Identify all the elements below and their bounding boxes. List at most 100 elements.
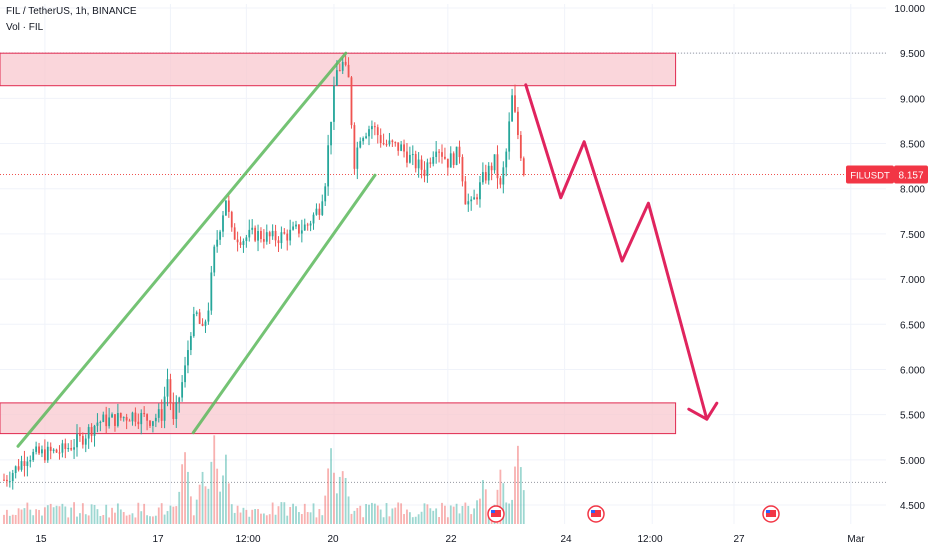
volume-bar: [274, 514, 277, 524]
price-axis[interactable]: 10.000 9.500 9.000 8.500 8.000 7.500 7.000 6.50…: [894, 4, 925, 512]
candle-body: [76, 434, 78, 448]
volume-bar: [198, 484, 201, 524]
candle-body: [449, 153, 452, 168]
volume-bar: [79, 513, 81, 524]
volume-bar: [277, 506, 280, 524]
zones: [0, 52, 677, 435]
ticker-label-bg: [846, 165, 894, 184]
volume-bar: [87, 515, 90, 524]
flag-icon[interactable]: [762, 505, 780, 523]
candle-body: [23, 461, 26, 467]
volume-bar: [333, 472, 335, 524]
volume-bar: [335, 493, 338, 524]
candle-body: [519, 135, 522, 159]
candle-body: [458, 146, 461, 158]
candle-body: [493, 154, 496, 171]
volume-bar: [225, 454, 227, 524]
volume-bar: [29, 509, 32, 524]
candle-body: [90, 427, 93, 436]
volume-bar: [251, 509, 254, 524]
volume-bar: [318, 509, 321, 524]
volume-bar: [201, 471, 204, 524]
volume-bar: [257, 509, 259, 524]
volume-bar: [17, 508, 20, 524]
volume-bar: [438, 517, 440, 524]
volume-bar: [67, 517, 70, 524]
volume-bar: [76, 516, 78, 524]
volume-bar: [283, 502, 286, 524]
volume-bar: [114, 512, 116, 524]
volume-bar: [84, 514, 87, 524]
candle-body: [368, 129, 370, 137]
candle-body: [353, 125, 356, 169]
candle-body: [166, 379, 169, 397]
projection-arrowhead: [687, 401, 719, 421]
volume-bar: [303, 503, 306, 524]
candle-body: [169, 379, 172, 403]
volume-bar: [178, 491, 181, 524]
candle-body: [219, 231, 221, 240]
candle-body: [149, 420, 151, 426]
candle-body: [46, 446, 49, 461]
volume-bar: [6, 509, 8, 524]
flag-icon[interactable]: [587, 505, 605, 523]
candle-body: [236, 239, 239, 243]
time-axis[interactable]: 15 17 12:00 20 22 24 12:00 27 Mar: [35, 534, 865, 545]
volume-bar: [32, 515, 35, 524]
volume-bar: [359, 505, 362, 524]
volume-bar: [172, 506, 175, 524]
candle-body: [146, 414, 148, 421]
candle-body: [312, 214, 315, 224]
candle-body: [175, 402, 178, 419]
flag-icon[interactable]: [487, 505, 505, 523]
volume-bar: [414, 516, 417, 524]
candle-body: [324, 186, 327, 202]
event-markers[interactable]: [487, 505, 780, 523]
volume-bar: [134, 517, 137, 524]
candle-body: [119, 413, 122, 418]
candle-body: [260, 231, 262, 240]
candle-body: [38, 446, 40, 454]
candle-body: [189, 336, 192, 351]
volume-bar: [116, 503, 119, 524]
volume-bar: [373, 503, 376, 524]
volume-bar: [108, 517, 111, 524]
volume-bar: [216, 468, 219, 524]
y-tick-label: 9.500: [900, 49, 925, 60]
symbol-legend[interactable]: FIL / TetherUS, 1h, BINANCE: [6, 6, 137, 17]
volume-legend[interactable]: Vol · FIL: [6, 22, 44, 33]
volume-bar: [411, 517, 414, 524]
candle-body: [464, 181, 467, 205]
candle-body: [438, 151, 440, 153]
volume-bar: [96, 509, 99, 524]
volume-bar: [204, 486, 207, 524]
volume-bar: [309, 512, 312, 524]
volume-bar: [432, 510, 435, 524]
volume-bar: [514, 466, 516, 524]
flag-canton: [766, 510, 770, 513]
candle-body: [441, 152, 443, 157]
volume-bar: [286, 515, 289, 524]
volume-bar: [210, 461, 213, 524]
volume-bar: [403, 514, 405, 524]
volume-bar: [43, 507, 46, 524]
candle-body: [35, 446, 38, 452]
volume-bar: [73, 502, 75, 524]
channel-lines[interactable]: [16, 51, 377, 448]
volume-bar: [298, 512, 300, 524]
volume-bar: [517, 445, 519, 524]
volume-bars: [3, 435, 525, 524]
projection-path[interactable]: [524, 83, 719, 421]
volume-bar: [441, 502, 443, 524]
candle-body: [93, 425, 96, 436]
candle-body: [376, 127, 379, 136]
candle-body: [81, 435, 84, 445]
candle-body: [344, 61, 347, 65]
candle-body: [417, 159, 420, 169]
candle-body: [230, 211, 233, 228]
volume-bar: [181, 464, 184, 524]
candle-body: [216, 239, 219, 247]
candle-body: [32, 451, 35, 461]
volume-bar: [306, 512, 309, 524]
